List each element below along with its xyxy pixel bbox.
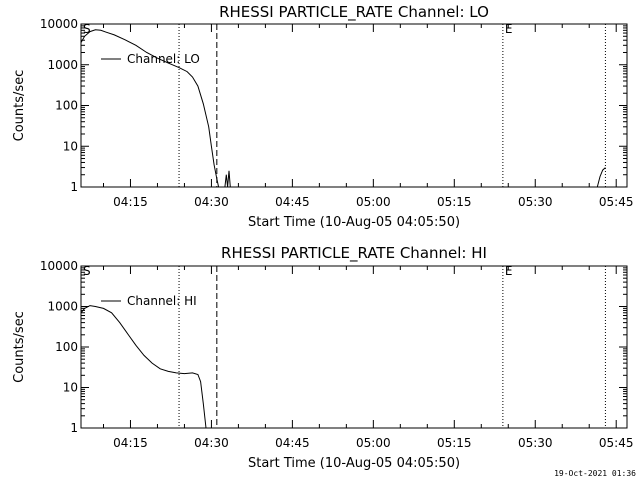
y-tick-label: 1000 [47, 300, 78, 314]
y-tick-label: 1 [70, 180, 78, 194]
y-tick-label: 100 [55, 99, 78, 113]
y-tick-label: 10000 [40, 259, 78, 273]
x-tick-label: 04:30 [194, 195, 229, 209]
x-tick-label: 05:30 [518, 195, 553, 209]
x-tick-label: 05:00 [356, 195, 391, 209]
y-axis-label: Counts/sec [12, 70, 27, 142]
marker-label: S [83, 22, 91, 36]
x-tick-label: 05:45 [599, 195, 634, 209]
x-axis-label: Start Time (10-Aug-05 04:05:50) [248, 215, 460, 230]
x-tick-label: 05:15 [437, 436, 472, 450]
plot-frame [80, 265, 628, 429]
series-line [224, 170, 231, 188]
marker-label: E [505, 264, 513, 278]
plot-frame [80, 23, 628, 188]
x-tick-label: 04:30 [194, 436, 229, 450]
series-line [80, 305, 207, 429]
x-axis-label: Start Time (10-Aug-05 04:05:50) [248, 456, 460, 471]
x-tick-label: 04:15 [113, 436, 148, 450]
y-tick-label: 10 [63, 381, 78, 395]
y-axis-label: Counts/sec [12, 311, 27, 383]
y-tick-label: 10 [63, 139, 78, 153]
hi-channel-panel: RHESSI PARTICLE_RATE Channel: HI 1 10 100 10… [12, 244, 634, 471]
x-tick-label: 05:45 [599, 436, 634, 450]
legend-label: Channel: LO [127, 52, 200, 66]
legend-label: Channel: HI [127, 294, 197, 308]
chart-title: RHESSI PARTICLE_RATE Channel: HI [221, 244, 487, 263]
series-line [596, 167, 606, 188]
marker-label: E [505, 22, 513, 36]
y-tick-label: 1 [70, 421, 78, 435]
chart-title: RHESSI PARTICLE_RATE Channel: LO [219, 3, 489, 22]
y-tick-label: 100 [55, 340, 78, 354]
y-tick-label: 1000 [47, 58, 78, 72]
x-tick-label: 04:45 [275, 436, 310, 450]
y-tick-label: 10000 [40, 17, 78, 31]
x-tick-label: 04:15 [113, 195, 148, 209]
lo-channel-panel: RHESSI PARTICLE_RATE Channel: LO 1 10 100 10… [12, 3, 634, 230]
x-tick-label: 05:00 [356, 436, 391, 450]
series-line [80, 29, 220, 188]
timestamp-footer: 19-Oct-2021 01:36 [554, 469, 636, 478]
x-tick-label: 05:30 [518, 436, 553, 450]
x-tick-label: 05:15 [437, 195, 472, 209]
x-tick-label: 04:45 [275, 195, 310, 209]
marker-label: S [83, 264, 91, 278]
